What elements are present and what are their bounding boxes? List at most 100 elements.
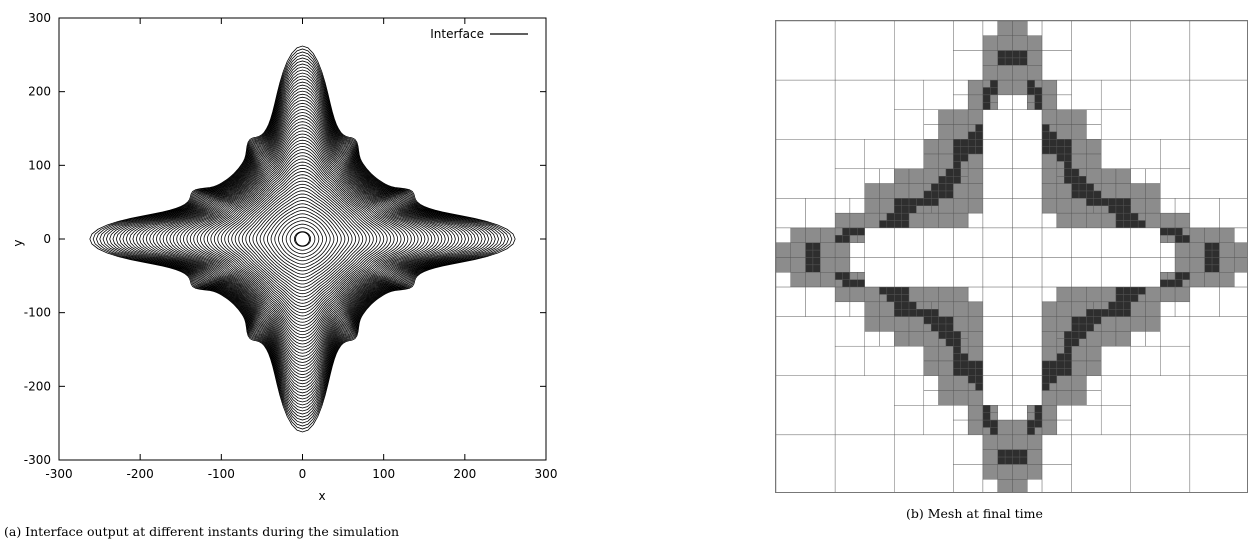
mesh-cell (1041, 382, 1050, 391)
mesh-cell (997, 50, 1006, 59)
mesh-cell (1086, 205, 1094, 214)
interface-contour (224, 167, 381, 311)
mesh-cell (908, 316, 925, 332)
mesh-cell (1189, 316, 1247, 376)
mesh-cell (790, 227, 806, 243)
mesh-cell (1160, 316, 1191, 347)
mesh-cell (908, 205, 917, 214)
mesh-cell (1071, 176, 1080, 184)
mesh-cell (1027, 65, 1043, 81)
mesh-cell (894, 331, 910, 347)
mesh-cell (1056, 94, 1072, 110)
mesh-cell (1145, 301, 1161, 317)
mesh-cell (953, 353, 961, 362)
mesh-cell (1027, 419, 1035, 428)
mesh-cell (938, 109, 954, 125)
mesh-cell (1211, 264, 1220, 273)
mesh-cell (820, 272, 836, 288)
mesh-cell (1100, 301, 1109, 310)
mesh-cell (990, 87, 998, 96)
mesh-cell (1071, 316, 1080, 325)
mesh-cell (1049, 124, 1058, 133)
mesh-cell (1027, 35, 1043, 51)
interface-contour (122, 75, 483, 403)
mesh-cell (1071, 183, 1080, 192)
interface-contour (241, 183, 364, 295)
mesh-cell (834, 212, 851, 229)
x-tick-label: 100 (372, 467, 395, 481)
mesh-cell (864, 168, 880, 184)
mesh-cell (1130, 434, 1191, 492)
mesh-cell (894, 375, 925, 406)
interface-contour (234, 177, 371, 301)
mesh-cell (1108, 205, 1117, 214)
mesh-cell (960, 338, 969, 347)
mesh-cell (1041, 345, 1058, 362)
mesh-cell (812, 242, 821, 251)
mesh-cell (1086, 212, 1102, 229)
mesh-cell (790, 257, 806, 273)
mesh-cell (1071, 360, 1087, 376)
mesh-cell (886, 294, 895, 303)
interface-contour (99, 54, 506, 424)
y-tick-label: -200 (24, 379, 51, 393)
mesh-cell (1145, 168, 1161, 184)
mesh-cell (1027, 50, 1043, 66)
mesh-cell (1041, 139, 1050, 147)
mesh-cell (834, 272, 843, 280)
interface-contour (259, 200, 346, 278)
mesh-cell (967, 79, 984, 96)
mesh-cell (967, 183, 984, 199)
mesh-cell (1041, 198, 1058, 214)
mesh-cell (1160, 168, 1191, 199)
mesh-cell (923, 323, 932, 332)
interface-contour (172, 121, 433, 357)
mesh-cell (938, 176, 947, 184)
mesh-cell (776, 272, 791, 288)
mesh-cell (953, 161, 961, 170)
mesh-cell (1115, 212, 1124, 221)
interface-contour (109, 63, 496, 415)
mesh-cell (1123, 220, 1131, 229)
mesh-cell (1071, 139, 1087, 155)
interface-contour (293, 231, 312, 247)
mesh-cell (1115, 183, 1131, 199)
mesh-cell (1100, 286, 1117, 303)
mesh-cell (923, 227, 954, 258)
mesh-cell (886, 220, 895, 229)
mesh-cell (997, 456, 1006, 465)
mesh-cell (1234, 257, 1247, 273)
mesh-cell (864, 345, 895, 376)
mesh-cell (1041, 146, 1050, 155)
y-tick-label: -300 (24, 453, 51, 467)
axis-ticks: -300 -200 -100 0 100 200 300 -300 -200 -100 0 100 20… (24, 11, 558, 481)
mesh-cell (953, 464, 984, 492)
mesh-cell (1234, 242, 1247, 258)
mesh-cell (923, 331, 939, 347)
mesh-cell (776, 434, 836, 492)
mesh-cell (908, 212, 925, 229)
mesh-cell (967, 316, 984, 332)
mesh-cell (1174, 257, 1191, 273)
mesh-cell (1078, 190, 1087, 199)
y-axis-label: y (11, 239, 25, 246)
interface-contour (162, 112, 443, 366)
mesh-cell (1137, 294, 1146, 303)
mesh-cell (1137, 286, 1146, 295)
mesh-cell (1123, 212, 1131, 221)
mesh-cell (1130, 331, 1146, 347)
mesh-cell (834, 345, 865, 376)
mesh-cell (1012, 375, 1043, 406)
mesh-cell (790, 272, 806, 288)
mesh-cell (1012, 198, 1043, 229)
mesh-cell (990, 94, 998, 103)
mesh-cell (982, 419, 991, 428)
mesh-cell (923, 198, 932, 206)
mesh-cell (1219, 257, 1235, 273)
mesh-cell (1034, 412, 1043, 421)
mesh-cell (1130, 286, 1139, 295)
mesh-cell (1056, 331, 1065, 339)
mesh-cell (997, 65, 1013, 81)
mesh-cell (1056, 176, 1065, 184)
mesh-cell (1019, 456, 1028, 465)
